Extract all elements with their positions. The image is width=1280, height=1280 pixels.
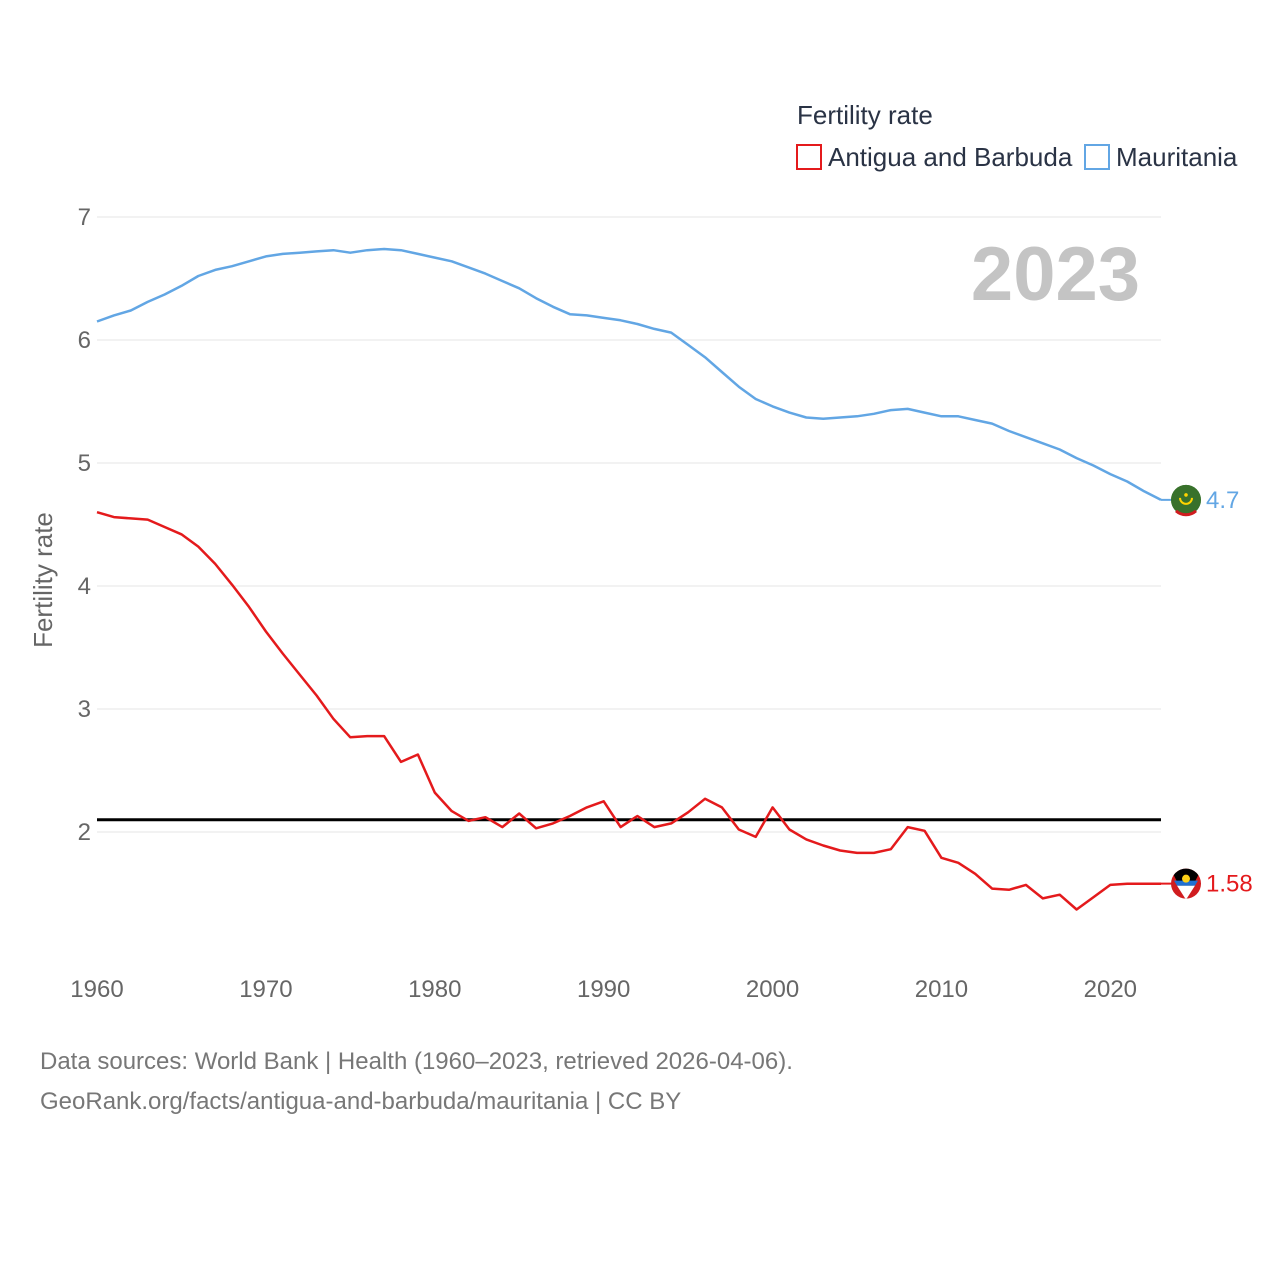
legend-swatch-antigua-and-barbuda <box>796 144 822 170</box>
y-tick-label: 5 <box>78 450 91 477</box>
end-label-antigua-and-barbuda: 1.58 <box>1206 871 1253 898</box>
x-tick-label: 2000 <box>746 976 799 1003</box>
x-tick-label: 2020 <box>1084 976 1137 1003</box>
y-tick-label: 3 <box>78 696 91 723</box>
series-line-mauritania <box>96 247 1162 502</box>
x-tick-label: 2010 <box>915 976 968 1003</box>
x-tick-label: 1990 <box>577 976 630 1003</box>
x-tick-label: 1970 <box>239 976 292 1003</box>
legend-label-antigua-and-barbuda: Antigua and Barbuda <box>828 142 1073 172</box>
antigua-and-barbuda-flag-icon <box>1171 868 1201 899</box>
x-axis-ticks: 1960 1970 1980 1990 2000 2010 2020 <box>70 976 1137 1003</box>
y-tick-label: 4 <box>78 573 91 600</box>
series-line-antigua-and-barbuda <box>96 510 1161 911</box>
y-tick-label: 2 <box>78 819 91 846</box>
fertility-rate-chart: 2 3 4 5 6 7 1960 1970 1980 1990 2000 2010 2020 Fert… <box>28 100 1253 1003</box>
legend-title: Fertility rate <box>797 100 933 130</box>
y-axis-ticks: 2 3 4 5 6 7 <box>78 204 91 846</box>
gridlines <box>97 216 1161 833</box>
y-tick-label: 6 <box>78 327 91 354</box>
x-tick-label: 1960 <box>70 976 123 1003</box>
end-label-mauritania: 4.7 <box>1206 487 1239 514</box>
legend-label-mauritania: Mauritania <box>1116 142 1238 172</box>
legend: Fertility rate Antigua and Barbuda Mauri… <box>796 100 1238 172</box>
legend-swatch-mauritania <box>1084 144 1110 170</box>
source-line: Data sources: World Bank | Health (1960–… <box>40 1048 793 1075</box>
x-tick-label: 1980 <box>408 976 461 1003</box>
mauritania-flag-icon <box>1171 484 1201 517</box>
source-url-line: GeoRank.org/facts/antigua-and-barbuda/ma… <box>40 1088 682 1115</box>
y-axis-label: Fertility rate <box>28 512 58 648</box>
chart-year-title: 2023 <box>971 232 1140 317</box>
data-source-footer: Data sources: World Bank | Health (1960–… <box>40 1042 793 1122</box>
y-tick-label: 7 <box>78 204 91 231</box>
